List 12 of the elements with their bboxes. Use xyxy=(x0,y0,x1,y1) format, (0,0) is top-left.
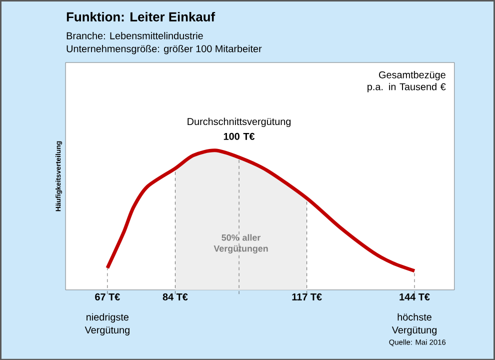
ref-line-label: Durchschnittsvergütung 100 T€ xyxy=(188,118,291,140)
x-tick-label: 144 T€ xyxy=(400,293,430,300)
text: höchste Vergütung xyxy=(392,313,437,336)
chart-title: Funktion: Leiter Einkauf xyxy=(66,12,216,22)
x-tick-label: 84 T€ xyxy=(162,293,188,300)
x-tick-label: 67 T€ xyxy=(95,293,120,300)
chart-subtitle: Branche: Lebensmittelindustrie xyxy=(66,32,203,40)
text: Unternehmensgröße: größer 100 Mitarbeiter xyxy=(66,44,262,54)
text: niedrigste Vergütung xyxy=(84,313,130,336)
band-label: 50% aller Vergütungen xyxy=(214,234,268,254)
text: Gesamtbezüge p.a. in Tausend € xyxy=(368,70,446,92)
x-tick-label: 117 T€ xyxy=(292,293,322,300)
